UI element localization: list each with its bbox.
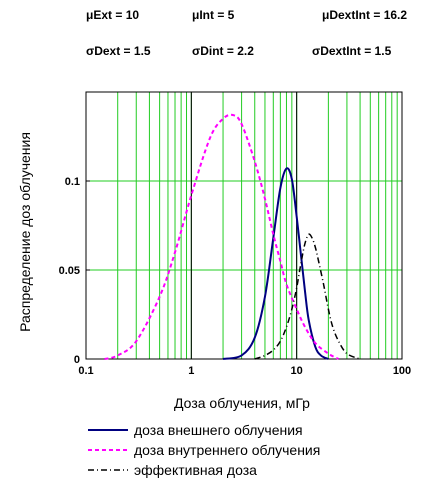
param-mu-ext: μExt = 10 <box>86 8 140 22</box>
param-sigma-dext: σDext = 1.5 <box>86 44 151 58</box>
legend-label-int: доза внутреннего облучения <box>134 442 321 458</box>
y-tick-label: 0.05 <box>59 265 80 277</box>
series-eff-line <box>254 233 361 360</box>
legend-item-ext: доза внешнего облучения <box>88 420 418 440</box>
legend-label-ext: доза внешнего облучения <box>134 422 303 438</box>
chart-axes <box>85 91 403 360</box>
legend-swatch-ext <box>88 429 128 431</box>
plot-frame <box>85 91 403 360</box>
param-sigma-dextint: σDextInt = 1.5 <box>312 44 392 58</box>
chart-grid <box>86 92 402 359</box>
chart-series <box>104 113 361 360</box>
series-int-line <box>104 113 340 360</box>
y-tick-label: 0 <box>74 354 80 366</box>
param-mu-int: μInt = 5 <box>192 8 235 22</box>
param-sigma-dint: σDint = 2.2 <box>192 44 254 58</box>
x-axis-label: Доза облучения, мГр <box>174 395 310 411</box>
param-mu-dextint: μDextInt = 16.2 <box>322 8 408 22</box>
chart-legend: доза внешнего облучения доза внутреннего… <box>88 420 418 480</box>
legend-swatch-int <box>88 449 128 451</box>
x-tick-label: 1 <box>188 365 194 377</box>
legend-label-eff: эффективная доза <box>134 462 257 478</box>
x-tick-label: 100 <box>393 365 411 377</box>
legend-swatch-eff <box>88 469 128 471</box>
y-tick-label: 0.1 <box>65 176 80 188</box>
legend-item-int: доза внутреннего облучения <box>88 440 418 460</box>
chart-tick-labels: 0.1 1 10 100 0 0.05 0.1 <box>59 176 412 377</box>
x-tick-label: 10 <box>291 365 303 377</box>
chart-area: 0.1 1 10 100 0 0.05 0.1 Доза облучения, мГр Ра… <box>17 91 412 411</box>
legend-item-eff: эффективная доза <box>88 460 418 480</box>
series-ext-line <box>222 167 329 360</box>
y-axis-label: Распределение доз облучения <box>17 132 33 332</box>
x-tick-label: 0.1 <box>78 365 93 377</box>
